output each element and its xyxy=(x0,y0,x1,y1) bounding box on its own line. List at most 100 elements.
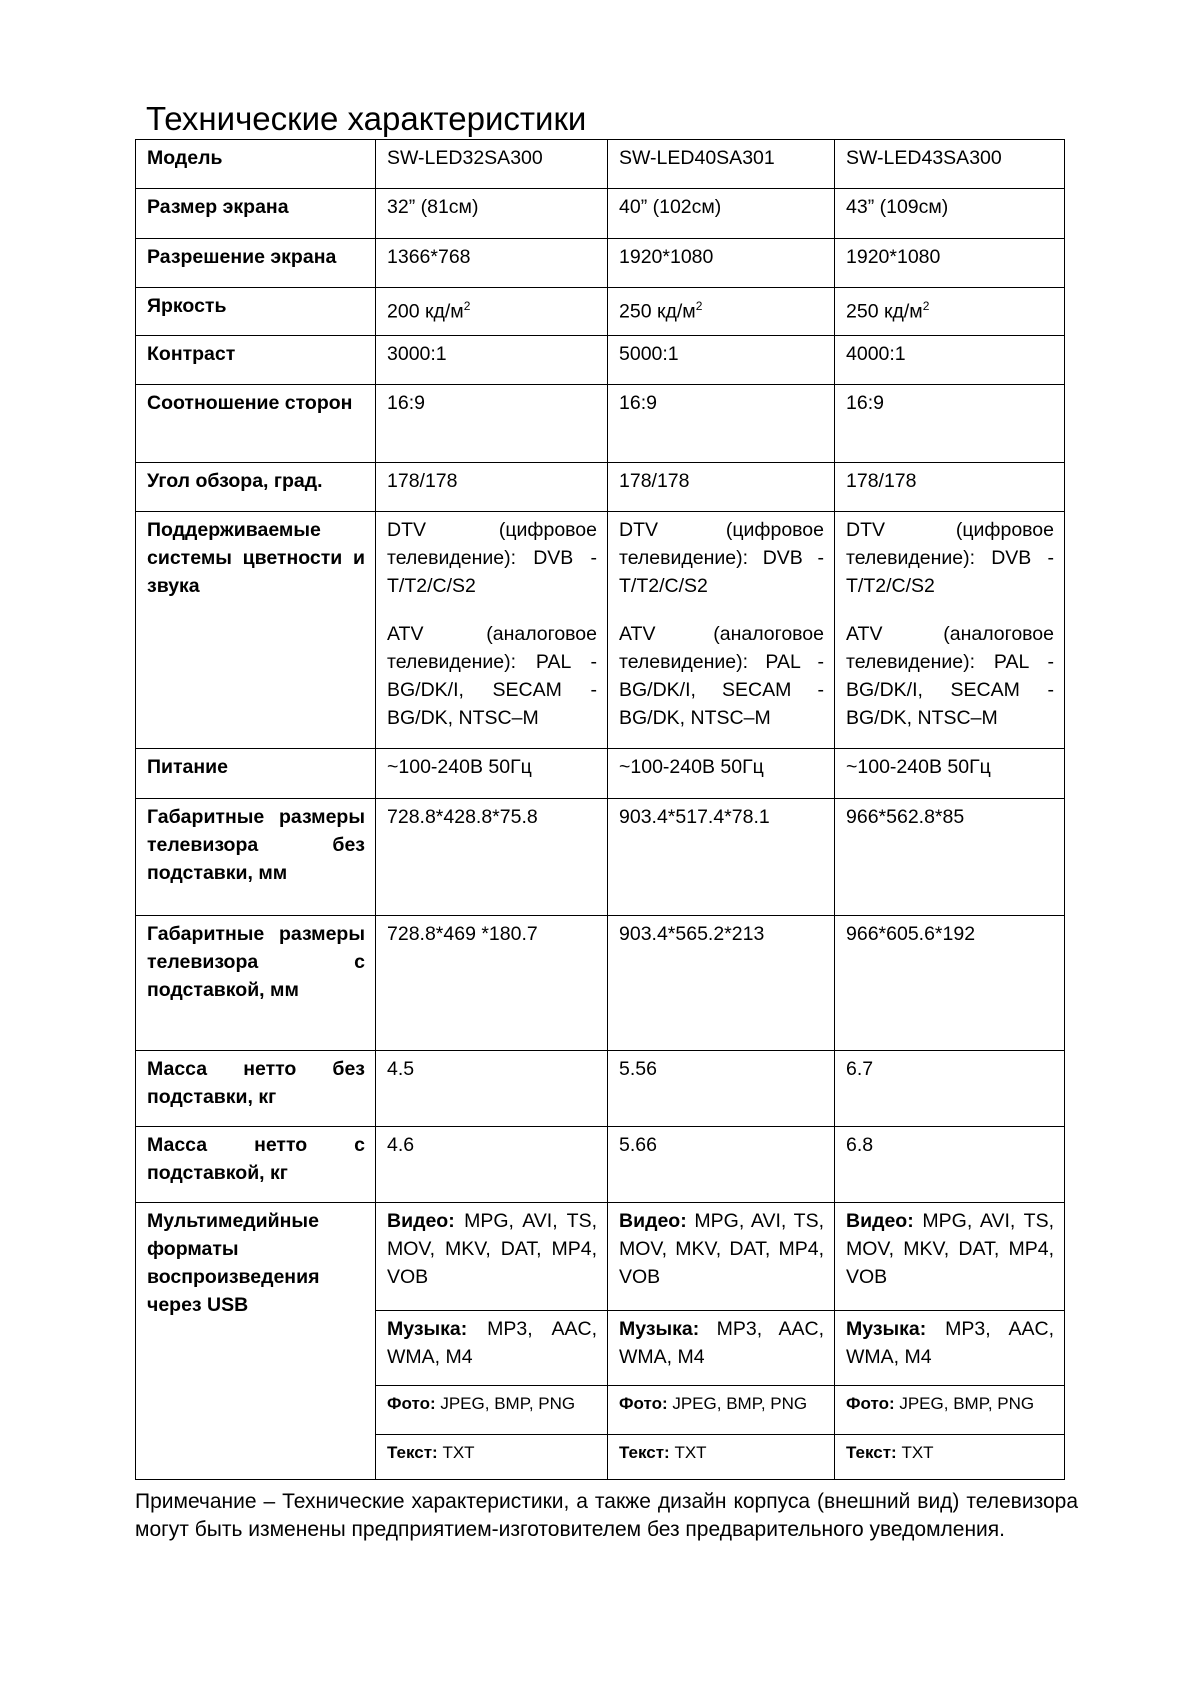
value-text: 728.8*428.8*75.8 xyxy=(387,806,538,828)
format-label: Видео: xyxy=(846,1210,914,1232)
value-text: SW-LED40SA301 xyxy=(619,147,775,169)
table-row: Мультимедийные форматы воспроизведения ч… xyxy=(135,1202,1065,1480)
value-text: 32” (81см) xyxy=(387,196,479,218)
text-formats-cell: Текст: TXT xyxy=(375,1434,608,1480)
value-text: 200 кд/м xyxy=(387,300,464,323)
value-cell: 178/178 xyxy=(834,462,1065,512)
format-list: MP3, AAC, WMA, M4 xyxy=(387,1318,597,1368)
format-list: TXT xyxy=(896,1443,934,1462)
value-cell: 178/178 xyxy=(607,462,835,512)
row-label: Контраст xyxy=(135,335,376,385)
value-text: 40” (102см) xyxy=(619,196,722,218)
table-row: Угол обзора, град. 178/178 178/178 178/178 xyxy=(135,462,1065,512)
superscript: 2 xyxy=(695,299,703,313)
table-row: Масса нетто без подставки, кг 4.5 5.56 6.7 xyxy=(135,1050,1065,1127)
value-cell: 32” (81см) xyxy=(375,188,608,239)
row-label: Поддерживаемые системы цветности и звука xyxy=(135,511,376,749)
row-label: Габаритные размеры телевизора без подста… xyxy=(135,798,376,916)
format-label: Фото: xyxy=(846,1394,895,1413)
table-row: Размер экрана 32” (81см) 40” (102см) 43” (1… xyxy=(135,188,1065,239)
value-cell: ~100-240В 50Гц xyxy=(834,748,1065,799)
table-row: Текст: TXT Текст: TXT Текст: TXT xyxy=(136,1434,1065,1480)
row-label: Мультимедийные форматы воспроизведения ч… xyxy=(135,1202,376,1480)
value-text: 250 кд/м xyxy=(846,300,923,323)
value-text: 16:9 xyxy=(387,392,425,414)
table-row: Габаритные размеры телевизора с подставк… xyxy=(135,915,1065,1051)
atv-text: ATV (аналоговое телевидение): PAL - BG/D… xyxy=(387,623,597,729)
value-text: 178/178 xyxy=(387,470,458,492)
value-cell: 200 кд/м2 xyxy=(375,287,608,336)
table-row: Яркость 200 кд/м2 250 кд/м2 250 кд/м2 xyxy=(135,287,1065,336)
value-cell: SW-LED43SA300 xyxy=(834,139,1065,189)
value-text: 43” (109см) xyxy=(846,196,949,218)
value-text: 16:9 xyxy=(619,392,657,414)
value-text: 6.7 xyxy=(846,1058,874,1080)
format-label: Текст: xyxy=(387,1443,438,1462)
value-cell: 250 кд/м2 xyxy=(834,287,1065,336)
value-text: 1920*1080 xyxy=(619,246,714,268)
value-cell: 16:9 xyxy=(607,384,835,463)
format-label: Видео: xyxy=(387,1210,455,1232)
photo-formats-cell: Фото: JPEG, BMP, PNG xyxy=(607,1385,835,1435)
dtv-text: DTV (цифровое телевидение): DVB - T/T2/C… xyxy=(387,519,597,597)
value-text: 1920*1080 xyxy=(846,246,941,268)
format-list: JPEG, BMP, PNG xyxy=(435,1394,576,1413)
row-label: Размер экрана xyxy=(135,188,376,239)
superscript: 2 xyxy=(922,299,930,313)
format-list: TXT xyxy=(437,1443,475,1462)
value-cell: 5.66 xyxy=(607,1126,835,1203)
value-text: ~100-240В 50Гц xyxy=(387,756,532,778)
value-text: 4000:1 xyxy=(846,343,906,365)
format-list: MPG, AVI, TS, MOV, MKV, DAT, MP4, VOB xyxy=(387,1210,597,1288)
value-cell: 5000:1 xyxy=(607,335,835,385)
value-text: 903.4*565.2*213 xyxy=(619,923,765,945)
video-formats-cell: Видео: MPG, AVI, TS, MOV, MKV, DAT, MP4,… xyxy=(375,1202,608,1311)
format-list: MPG, AVI, TS, MOV, MKV, DAT, MP4, VOB xyxy=(619,1210,824,1288)
value-cell: 966*562.8*85 xyxy=(834,798,1065,916)
value-text: 966*562.8*85 xyxy=(846,806,965,828)
value-cell: 178/178 xyxy=(375,462,608,512)
value-text: SW-LED43SA300 xyxy=(846,147,1002,169)
value-cell: SW-LED40SA301 xyxy=(607,139,835,189)
value-text: 178/178 xyxy=(846,470,917,492)
table-row: Масса нетто с подставкой, кг 4.6 5.66 6.8 xyxy=(135,1126,1065,1203)
value-text: 728.8*469 *180.7 xyxy=(387,923,538,945)
text-formats-cell: Текст: TXT xyxy=(607,1434,835,1480)
value-cell: 903.4*517.4*78.1 xyxy=(607,798,835,916)
music-formats-cell: Музыка: MP3, AAC, WMA, M4 xyxy=(834,1310,1065,1386)
value-cell: 1366*768 xyxy=(375,238,608,288)
superscript: 2 xyxy=(463,299,471,313)
value-cell: 250 кд/м2 xyxy=(607,287,835,336)
value-text: 4.5 xyxy=(387,1058,415,1080)
value-cell: 16:9 xyxy=(834,384,1065,463)
table-row: Поддерживаемые системы цветности и звука… xyxy=(135,511,1065,749)
value-cell: 6.7 xyxy=(834,1050,1065,1127)
text-formats-cell: Текст: TXT xyxy=(834,1434,1065,1480)
row-label: Разрешение экрана xyxy=(135,238,376,288)
format-label: Фото: xyxy=(619,1394,668,1413)
color-systems-cell: DTV (цифровое телевидение): DVB - T/T2/C… xyxy=(607,511,835,749)
row-label: Габаритные размеры телевизора с подставк… xyxy=(135,915,376,1051)
value-text: 5.56 xyxy=(619,1058,657,1080)
value-cell: 40” (102см) xyxy=(607,188,835,239)
table-row: Контраст 3000:1 5000:1 4000:1 xyxy=(135,335,1065,385)
value-text: ~100-240В 50Гц xyxy=(846,756,991,778)
value-cell: ~100-240В 50Гц xyxy=(375,748,608,799)
format-list: JPEG, BMP, PNG xyxy=(894,1394,1035,1413)
format-label: Видео: xyxy=(619,1210,687,1232)
table-row: Фото: JPEG, BMP, PNG Фото: JPEG, BMP, PNG… xyxy=(136,1385,1065,1435)
dtv-text: DTV (цифровое телевидение): DVB - T/T2/C… xyxy=(846,519,1054,597)
value-cell: 903.4*565.2*213 xyxy=(607,915,835,1051)
note-text: Примечание – Технические характеристики,… xyxy=(135,1490,1078,1541)
row-label: Масса нетто с подставкой, кг xyxy=(135,1126,376,1203)
format-label: Музыка: xyxy=(846,1318,927,1340)
music-formats-cell: Музыка: MP3, AAC, WMA, M4 xyxy=(607,1310,835,1386)
format-label: Фото: xyxy=(387,1394,436,1413)
format-list: TXT xyxy=(669,1443,707,1462)
table-row: Музыка: MP3, AAC, WMA, M4 Музыка: MP3, AA… xyxy=(136,1310,1065,1386)
value-text: 903.4*517.4*78.1 xyxy=(619,806,770,828)
row-label: Угол обзора, град. xyxy=(135,462,376,512)
row-label: Яркость xyxy=(135,287,376,336)
table-row: Модель SW-LED32SA300 SW-LED40SA301 SW-LED43… xyxy=(135,139,1065,189)
format-label: Текст: xyxy=(619,1443,670,1462)
